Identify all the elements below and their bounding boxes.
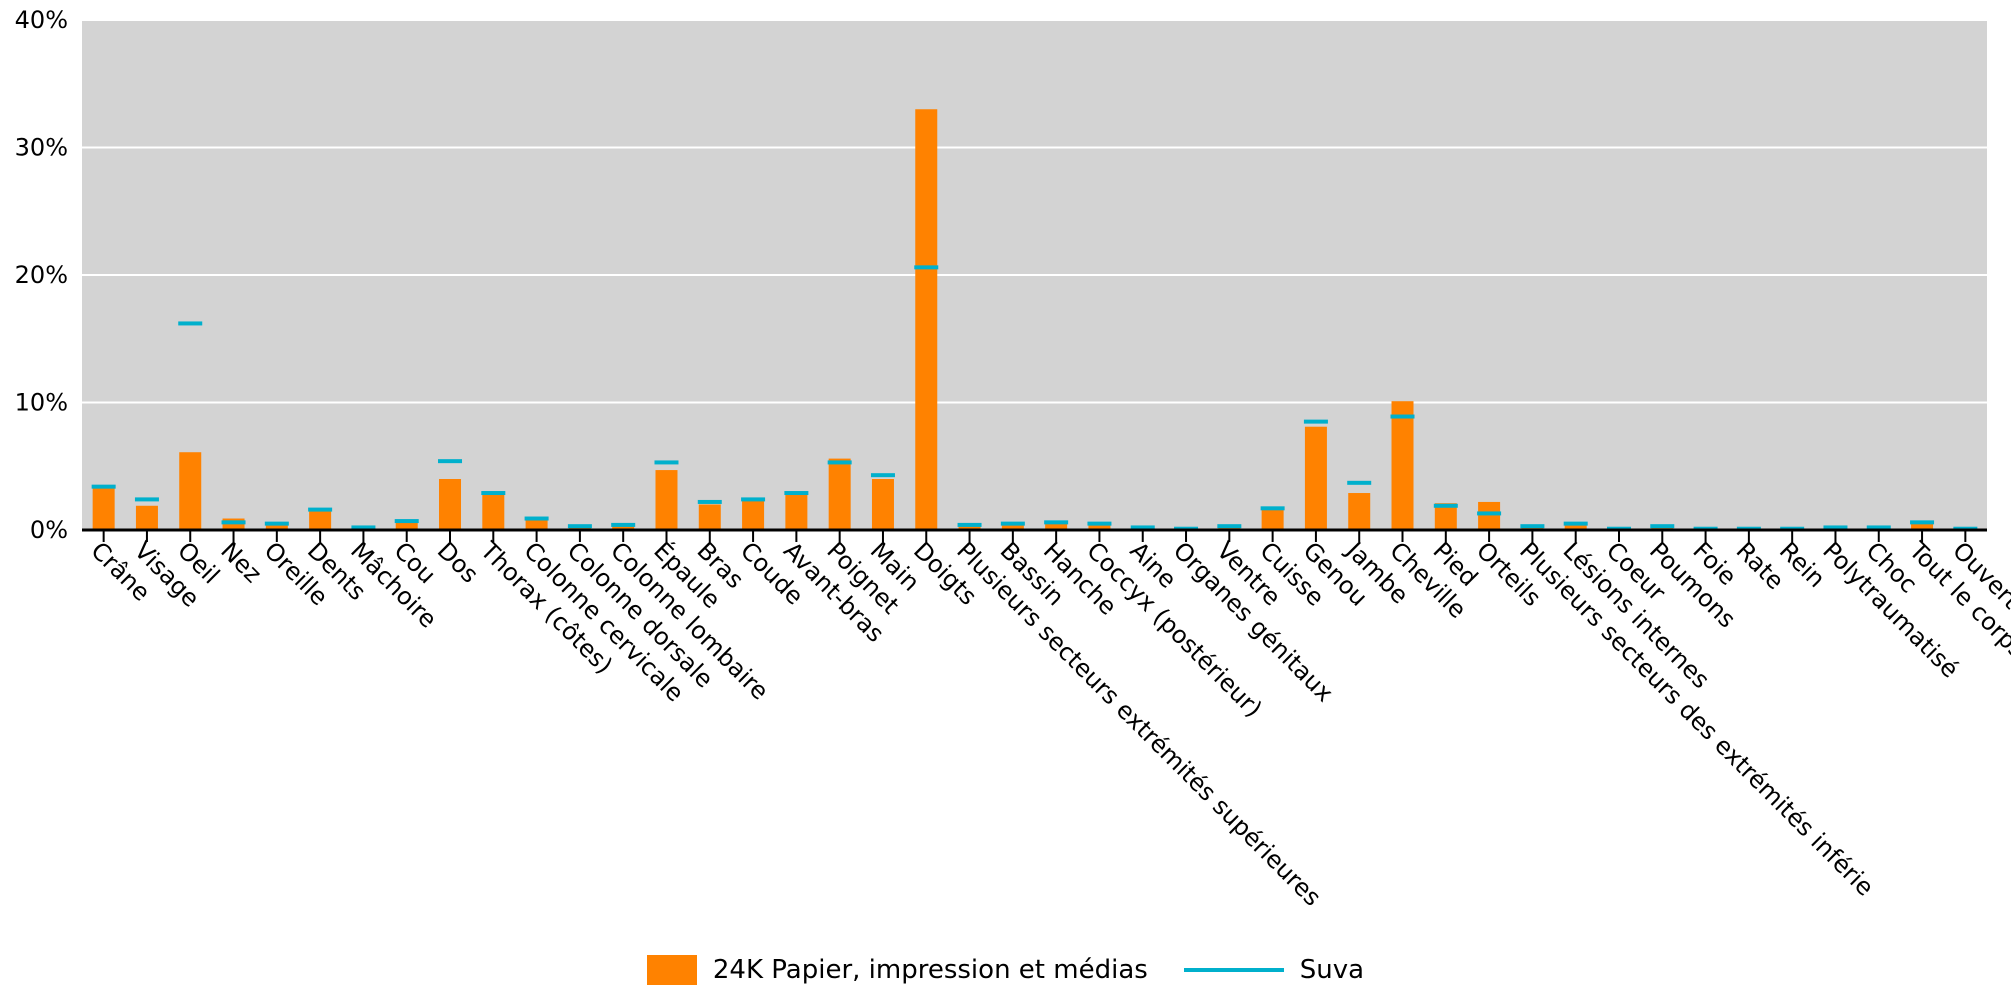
suva-marker: [178, 321, 203, 326]
bar: [612, 526, 635, 530]
bar: [785, 494, 808, 530]
bar: [395, 522, 418, 530]
category-label: Rate: [1731, 536, 1790, 595]
bar: [1434, 503, 1457, 530]
bar: [742, 500, 765, 530]
suva-marker: [394, 519, 419, 524]
bar: [482, 494, 505, 530]
legend-item-line: Suva: [1183, 955, 1365, 985]
suva-marker: [1347, 480, 1372, 485]
y-tick-label: 10%: [15, 389, 68, 417]
bar: [439, 479, 462, 530]
category-label: Nez: [215, 536, 267, 588]
suva-marker: [914, 265, 939, 270]
legend-bar-swatch: [646, 955, 697, 985]
suva-marker: [1563, 521, 1588, 526]
bar: [179, 452, 202, 530]
bar: [1478, 501, 1501, 530]
bar: [958, 526, 981, 530]
suva-marker: [1087, 521, 1112, 526]
suva-marker: [1910, 520, 1935, 525]
category-label: Rein: [1774, 536, 1831, 593]
category-label: Dos: [432, 536, 484, 588]
suva-marker: [697, 499, 722, 504]
suva-marker: [784, 491, 809, 496]
suva-marker: [134, 497, 159, 502]
bar: [1348, 493, 1371, 530]
suva-marker: [524, 516, 549, 521]
gridlines: [82, 19, 1987, 404]
suva-marker: [1390, 414, 1415, 419]
suva-marker: [1520, 524, 1545, 529]
suva-marker: [1650, 524, 1675, 529]
suva-marker: [611, 522, 636, 527]
y-tick-label: 0%: [30, 516, 68, 544]
bar: [1261, 509, 1284, 530]
bar: [1391, 401, 1414, 530]
bar: [1911, 522, 1934, 530]
suva-marker: [827, 460, 852, 465]
bar: [92, 487, 115, 530]
bar: [1001, 524, 1024, 530]
y-axis: 0% 10% 20% 30% 40%: [15, 6, 68, 544]
bar: [1564, 523, 1587, 530]
x-axis-ticks: [102, 530, 1967, 542]
suva-marker: [438, 459, 463, 464]
bar: [265, 524, 288, 530]
legend-bar-label: 24K Papier, impression et médias: [712, 955, 1148, 985]
suva-marker: [1260, 506, 1285, 511]
suva-marker: [1303, 419, 1328, 424]
suva-marker: [957, 522, 982, 527]
bar: [655, 470, 678, 530]
suva-marker: [308, 507, 333, 512]
bar: [1045, 521, 1068, 530]
suva-marker: [741, 497, 766, 502]
suva-marker: [91, 484, 116, 489]
suva-marker: [1477, 511, 1502, 516]
bar: [1088, 524, 1111, 530]
suva-marker: [1433, 503, 1458, 508]
legend-line-label: Suva: [1299, 955, 1365, 985]
legend-line-swatch: [1183, 968, 1284, 972]
suva-marker: [351, 525, 376, 530]
y-tick-label: 30%: [15, 134, 68, 162]
bar: [525, 519, 548, 530]
suva-marker: [1000, 521, 1025, 526]
bar: [915, 109, 938, 530]
suva-marker: [481, 491, 506, 496]
bar: [871, 479, 894, 530]
suva-marker: [870, 473, 895, 478]
suva-marker: [1044, 520, 1069, 525]
legend: 24K Papier, impression et médias Suva: [0, 950, 2011, 990]
bar: [698, 504, 721, 530]
bar: [1304, 426, 1327, 530]
y-tick-label: 20%: [15, 261, 68, 289]
suva-marker: [264, 521, 289, 526]
suva-marker: [567, 524, 592, 529]
bar-series: [92, 109, 1934, 530]
bar: [309, 510, 332, 530]
y-tick-label: 40%: [15, 6, 68, 34]
suva-marker: [1866, 525, 1891, 530]
x-axis-labels: CrâneVisageOeilNezOreilleDentsMâchoireCo…: [85, 535, 2011, 912]
suva-marker: [1823, 525, 1848, 530]
legend-item-bar: 24K Papier, impression et médias: [646, 955, 1148, 985]
suva-marker: [1130, 525, 1155, 530]
suva-marker: [1217, 524, 1242, 529]
suva-marker: [221, 520, 246, 525]
bar: [135, 505, 158, 530]
suva-marker: [654, 460, 679, 465]
bar: [828, 458, 851, 530]
